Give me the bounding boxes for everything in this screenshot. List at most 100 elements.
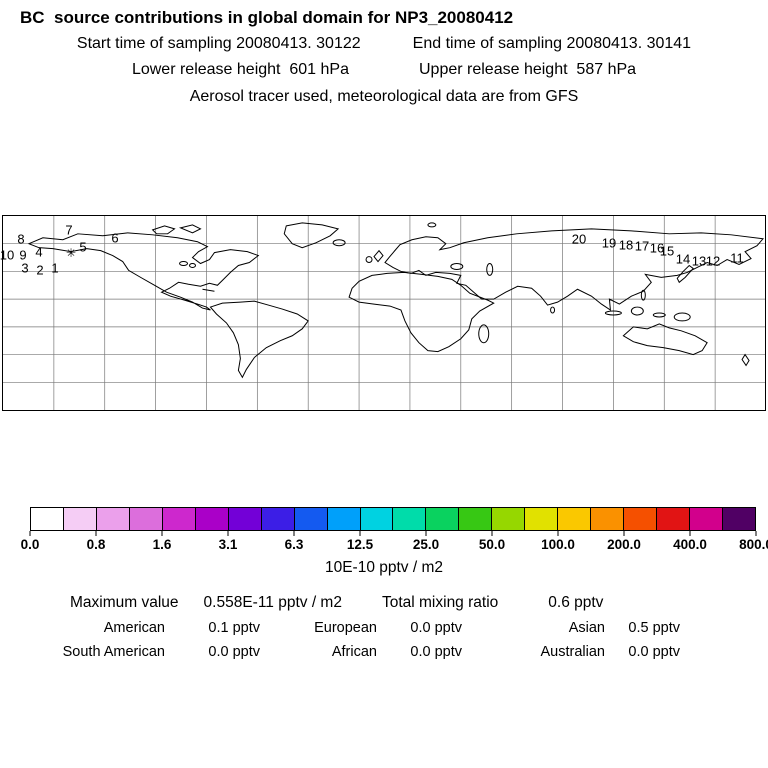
arctic-island-outline — [178, 224, 202, 234]
colorbar-tick-label: 100.0 — [541, 537, 575, 552]
start-time-text: Start time of sampling 20080413. 30122 — [76, 35, 361, 52]
svalbard-outline — [427, 222, 437, 228]
colorbar-tickmarks — [29, 531, 757, 537]
borneo-outline — [630, 306, 644, 316]
trajectory-point-17: 17 — [634, 238, 650, 254]
colorbar-cell — [458, 508, 492, 530]
total-mixing-value: 0.6 pptv — [548, 594, 604, 611]
colorbar-tickmark — [557, 531, 559, 536]
map-gridlines — [3, 216, 765, 410]
colorbar-tickmark — [755, 531, 757, 536]
plot-title: BC source contributions in global domain… — [20, 8, 514, 27]
sri-lanka-outline — [550, 306, 556, 314]
end-time-text: End time of sampling 20080413. 30141 — [412, 35, 692, 52]
colorbar-tickmark — [359, 531, 361, 536]
colorbar-cell — [524, 508, 558, 530]
colorbar-cell — [656, 508, 690, 530]
trajectory-point-2: 2 — [36, 262, 44, 278]
colorbar-tick-label: 0.0 — [20, 537, 40, 552]
total-mixing-label: Total mixing ratio — [381, 594, 499, 611]
release-point-marker: ✳ — [65, 246, 77, 260]
madagascar-outline — [478, 324, 490, 344]
trajectory-point-15: 15 — [659, 243, 675, 259]
contribution-value: 0.1 pptv — [208, 620, 260, 636]
colorbar-cell — [194, 508, 228, 530]
ireland-outline — [365, 256, 373, 264]
trajectory-point-8: 8 — [17, 231, 25, 247]
trajectory-point-7: 7 — [65, 222, 73, 238]
caspian-sea-outline — [486, 263, 494, 276]
philippines-outline — [640, 289, 646, 301]
contribution-label: European — [314, 620, 377, 636]
colorbar-tick-label: 1.6 — [152, 537, 172, 552]
colorbar-tickmark — [227, 531, 229, 536]
colorbar-cell — [293, 508, 327, 530]
colorbar-cell — [128, 508, 162, 530]
colorbar-cell — [359, 508, 393, 530]
colorbar-cell — [260, 508, 294, 530]
colorbar-cell — [623, 508, 657, 530]
contribution-label: African — [331, 644, 377, 660]
colorbar-cell — [590, 508, 624, 530]
colorbar-tick-label: 6.3 — [284, 537, 304, 552]
trajectory-point-9: 9 — [19, 247, 27, 263]
colorbar-cell — [425, 508, 459, 530]
colorbar-cell — [227, 508, 261, 530]
java-outline — [652, 312, 666, 318]
colorbar-cell — [491, 508, 525, 530]
trajectory-point-19: 19 — [601, 235, 617, 251]
colorbar-tickmark — [623, 531, 625, 536]
trajectory-point-18: 18 — [618, 237, 634, 253]
trajectory-point-3: 3 — [21, 260, 29, 276]
africa-outline — [348, 271, 495, 353]
uk-outline — [373, 249, 384, 263]
new-zealand-outline — [741, 353, 750, 367]
contribution-value: 0.0 pptv — [628, 644, 680, 660]
contribution-label: Australian — [540, 644, 605, 660]
continent-outlines — [27, 222, 764, 379]
trajectory-point-16: 16 — [649, 240, 665, 256]
world-map: 1 2 3 4 5 6 7 8 9 10 11 12 13 14 15 16 17 18 19 20 ✳ — [0, 215, 766, 411]
colorbar-cell — [95, 508, 129, 530]
trajectory-point-5: 5 — [79, 239, 87, 255]
map-markers: 1 2 3 4 5 6 7 8 9 10 11 12 13 14 15 16 17 18 19 20 ✳ — [0, 216, 765, 410]
trajectory-point-4: 4 — [35, 244, 43, 260]
colorbar-tick-label: 800.0 — [739, 537, 768, 552]
colorbar-cell — [689, 508, 723, 530]
colorbar-tickmark — [425, 531, 427, 536]
south-america-outline — [209, 300, 309, 379]
new-guinea-outline — [673, 312, 691, 322]
tracer-info-text: Aerosol tracer used, meteorological data… — [189, 88, 579, 105]
colorbar-cell — [557, 508, 591, 530]
sumatra-outline — [604, 310, 622, 316]
colorbar-units-label: 10E-10 pptv / m2 — [324, 559, 444, 576]
colorbar-tick-label: 12.5 — [346, 537, 374, 552]
great-lake-outline — [189, 263, 196, 268]
contribution-value: 0.5 pptv — [628, 620, 680, 636]
trajectory-point-14: 14 — [675, 251, 691, 267]
release-heights-line: Lower release height 601 hPa Upper relea… — [0, 61, 768, 79]
colorbar-tick-label: 50.0 — [478, 537, 506, 552]
trajectory-point-11: 11 — [730, 250, 744, 266]
greenland-outline — [283, 222, 340, 249]
sampling-times-line: Start time of sampling 20080413. 30122 E… — [0, 35, 768, 53]
colorbar-ticks: 0.0 0.8 1.6 3.1 6.3 12.5 25.0 50.0 100.0 200.0 400… — [21, 537, 768, 553]
colorbar-tickmark — [161, 531, 163, 536]
black-sea-outline — [450, 263, 464, 270]
trajectory-point-12: 12 — [705, 253, 721, 269]
colorbar-cell — [722, 508, 755, 530]
contributions-grid: American 0.1 pptv European 0.0 pptv Asian 0.5… — [50, 620, 680, 660]
trajectory-point-13: 13 — [691, 253, 707, 269]
australia-outline — [622, 323, 708, 356]
great-lake-outline — [179, 261, 189, 266]
north-america-outline — [27, 232, 260, 311]
colorbar-cell — [326, 508, 360, 530]
trajectory-point-6: 6 — [111, 230, 119, 246]
japan-outline — [676, 264, 694, 284]
colorbar-tickmark — [95, 531, 97, 536]
lower-release-text: Lower release height 601 hPa — [131, 61, 349, 78]
iceland-outline — [332, 239, 346, 247]
summary-stats-row: Maximum value 0.558E-11 pptv / m2 Total … — [70, 594, 603, 612]
colorbar — [30, 507, 756, 531]
trajectory-point-1: 1 — [51, 260, 59, 276]
